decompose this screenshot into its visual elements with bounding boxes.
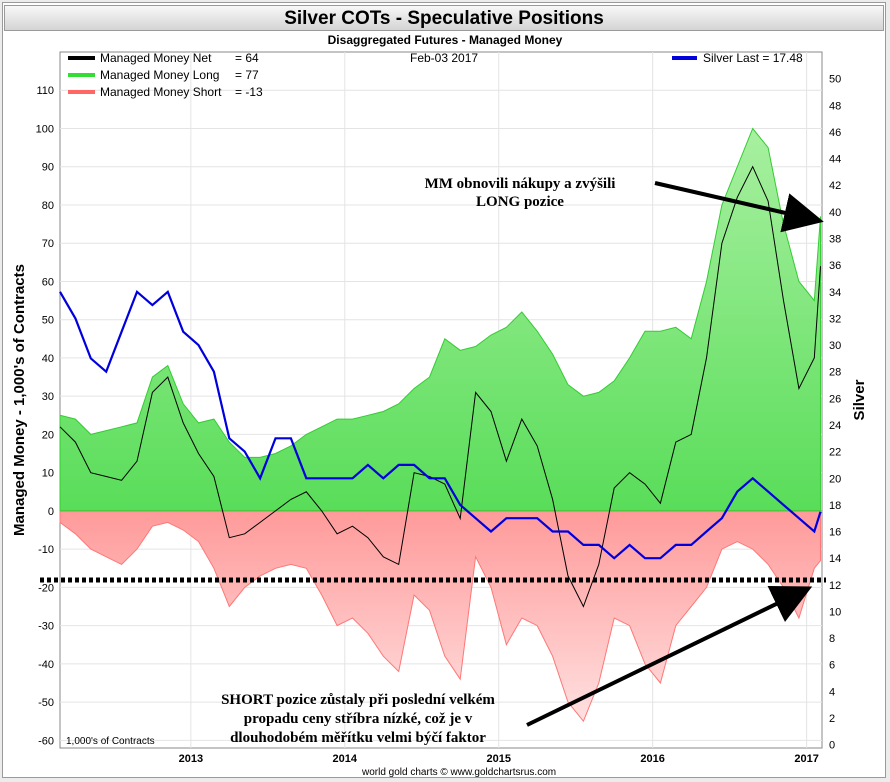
y-tick-label-left: 50 [42, 315, 54, 327]
legend-value-short: = -13 [235, 85, 263, 99]
annotation-bottom: SHORT pozice zůstaly při poslední velkém… [221, 585, 813, 746]
line-layer [59, 165, 822, 608]
credit: world gold charts © www.goldchartsrus.co… [361, 767, 556, 778]
y-tick-label-right: 16 [829, 527, 841, 539]
legend-label-long: Managed Money Long [100, 68, 219, 82]
y-tick-label-right: 44 [829, 154, 841, 166]
y-tick-label-right: 2 [829, 713, 835, 725]
y-axis-title-right: Silver [851, 379, 868, 420]
y-axis-right: 5048464442403836343230282624222018161412… [829, 74, 841, 752]
x-tick-label: 2014 [333, 753, 358, 765]
y-tick-label-right: 38 [829, 233, 841, 245]
y-tick-label-right: 32 [829, 313, 841, 325]
legend-label-net: Managed Money Net [100, 51, 212, 65]
title-bar: Silver COTs - Speculative Positions [4, 5, 884, 31]
y-tick-label-right: 14 [829, 553, 841, 565]
y-tick-label-left: 30 [42, 391, 54, 403]
chart-title: Silver COTs - Speculative Positions [284, 8, 604, 29]
y-tick-label-right: 4 [829, 686, 835, 698]
y-tick-label-left: -40 [38, 659, 54, 671]
y-tick-label-right: 42 [829, 180, 841, 192]
legend: Managed Money Net = 64 Managed Money Lon… [68, 51, 803, 99]
y-tick-label-left: -10 [38, 544, 54, 556]
annotation-bottom-line-1: SHORT pozice zůstaly při poslední velkém [221, 692, 495, 708]
y-tick-label-left: 0 [48, 506, 54, 518]
y-tick-label-right: 48 [829, 100, 841, 112]
series-net-line [59, 165, 821, 608]
x-tick-label: 2013 [179, 753, 203, 765]
annotation-bottom-line-3: dlouhodobém měřítku velmi býčí faktor [230, 730, 486, 746]
y-tick-label-left: 20 [42, 429, 54, 441]
annotation-bottom-arrow [526, 585, 813, 727]
annotation-top-line-1: MM obnovili nákupy a zvýšili [425, 176, 616, 192]
y-tick-label-right: 26 [829, 393, 841, 405]
y-tick-label-right: 20 [829, 473, 841, 485]
y-tick-label-left: -60 [38, 735, 54, 747]
y-tick-label-right: 30 [829, 340, 841, 352]
chart-subtitle: Disaggregated Futures - Managed Money [327, 33, 563, 47]
x-axis: 2013 2014 2015 2016 2017 [179, 753, 819, 765]
legend-label-silver: Silver Last = 17.48 [703, 51, 803, 65]
y-tick-label-left: -50 [38, 697, 54, 709]
y-axis-title-left: Managed Money - 1,000's of Contracts [11, 264, 28, 536]
y-tick-label-right: 18 [829, 500, 841, 512]
y-tick-label-right: 34 [829, 287, 841, 299]
y-tick-label-left: 90 [42, 162, 54, 174]
y-tick-label-right: 10 [829, 606, 841, 618]
y-tick-label-right: 46 [829, 127, 841, 139]
y-tick-label-right: 40 [829, 207, 841, 219]
x-tick-label: 2015 [486, 753, 510, 765]
y-tick-label-right: 6 [829, 660, 835, 672]
y-axis-left: 1101009080706050403020100-10-20-30-40-50… [36, 85, 54, 747]
series-silver-line [59, 289, 822, 560]
y-tick-label-left: 60 [42, 276, 54, 288]
annotation-bottom-line-2: propadu ceny stříbra nízké, což je v [244, 711, 473, 727]
y-tick-label-right: 50 [829, 74, 841, 86]
legend-label-short: Managed Money Short [100, 85, 222, 99]
area-layer [59, 127, 822, 723]
y-tick-label-left: -30 [38, 621, 54, 633]
y-tick-label-left: -20 [38, 582, 54, 594]
y-tick-label-right: 12 [829, 580, 841, 592]
x-tick-label: 2016 [640, 753, 664, 765]
y-tick-label-right: 24 [829, 420, 841, 432]
legend-value-long: = 77 [235, 68, 259, 82]
y-tick-label-left: 100 [36, 123, 54, 135]
legend-value-net: = 64 [235, 51, 259, 65]
y-tick-label-right: 0 [829, 740, 835, 752]
y-tick-label-right: 28 [829, 367, 841, 379]
y-tick-label-left: 70 [42, 238, 54, 250]
annotation-top-arrow [654, 181, 824, 233]
y-tick-label-left: 10 [42, 468, 54, 480]
annotation-top: MM obnovili nákupy a zvýšili LONG pozice [425, 176, 824, 233]
annotation-top-line-2: LONG pozice [476, 194, 564, 210]
y-tick-label-right: 8 [829, 633, 835, 645]
y-tick-label-left: 80 [42, 200, 54, 212]
units-note: 1,000's of Contracts [66, 736, 155, 747]
y-tick-label-left: 110 [36, 85, 54, 97]
y-tick-label-left: 40 [42, 353, 54, 365]
chart-date: Feb-03 2017 [410, 51, 478, 65]
y-tick-label-right: 22 [829, 447, 841, 459]
y-tick-label-right: 36 [829, 260, 841, 272]
series-short-area [59, 510, 822, 723]
x-tick-label: 2017 [794, 753, 818, 765]
